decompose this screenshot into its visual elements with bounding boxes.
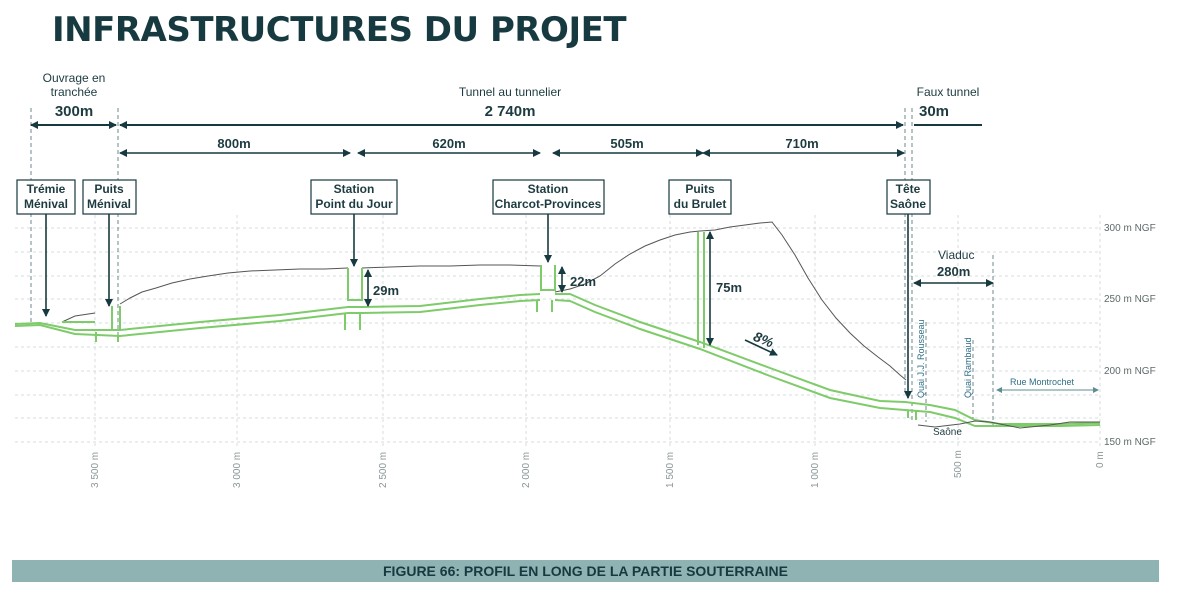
- distance-label-1000: 1 000 m: [810, 452, 821, 488]
- station-label-line1: Station: [528, 182, 569, 196]
- section-tranchee-label: Ouvrage en: [43, 71, 106, 85]
- depth-point-du-jour: 29m: [373, 283, 399, 298]
- section-tranchee-label-2: tranchée: [51, 85, 98, 99]
- section-faux-tunnel-label: Faux tunnel: [917, 85, 980, 99]
- station-box-tete-saone: Tête Saône: [886, 179, 931, 215]
- station-box-point-du-jour: Station Point du Jour: [310, 179, 398, 215]
- elevation-label-300: 300 m NGF: [1104, 223, 1156, 234]
- depth-brulet: 75m: [716, 280, 742, 295]
- station-label-line2: Ménival: [24, 197, 68, 211]
- section-faux-tunnel-length: 30m: [919, 103, 949, 120]
- station-label-line1: Station: [334, 182, 375, 196]
- viaduc-label: Viaduc: [938, 248, 974, 262]
- segment-length-1: 800m: [217, 136, 250, 151]
- section-tunnel-length: 2 740m: [485, 103, 536, 120]
- figure-caption: FIGURE 66: PROFIL EN LONG DE LA PARTIE S…: [12, 560, 1159, 582]
- distance-label-2500: 2 500 m: [378, 452, 389, 488]
- distance-label-3500: 3 500 m: [90, 452, 101, 488]
- elevation-label-200: 200 m NGF: [1104, 366, 1156, 377]
- distance-label-0: 0 m: [1095, 451, 1106, 468]
- elevation-label-250: 250 m NGF: [1104, 294, 1156, 305]
- segment-length-2: 620m: [432, 136, 465, 151]
- distance-label-1500: 1 500 m: [665, 452, 676, 488]
- viaduc-length: 280m: [937, 264, 970, 279]
- station-pointers: [42, 214, 912, 399]
- segment-length-4: 710m: [785, 136, 818, 151]
- quai-rambaud-label: Quai Rambaud: [963, 337, 973, 398]
- station-label-line2: Charcot-Provinces: [495, 197, 602, 211]
- elevation-label-150: 150 m NGF: [1104, 437, 1156, 448]
- station-label-line1: Puits: [94, 182, 124, 196]
- station-label-line1: Trémie: [27, 182, 66, 196]
- station-label-line1: Tête: [896, 182, 921, 196]
- station-label-line2: Ménival: [87, 197, 131, 211]
- station-label-line2: du Brulet: [674, 197, 727, 211]
- terrain-line-west: [61, 312, 96, 323]
- station-box-tremie-menival: Trémie Ménival: [16, 179, 76, 215]
- saone-label: Saône: [933, 427, 962, 438]
- distance-label-2000: 2 000 m: [521, 452, 532, 488]
- rue-montrochet-label: Rue Montrochet: [1010, 377, 1075, 387]
- distance-label-3000: 3 000 m: [232, 452, 243, 488]
- segment-length-3: 505m: [610, 136, 643, 151]
- grid: [15, 215, 1101, 448]
- page-title: INFRASTRUCTURES DU PROJET: [52, 10, 627, 50]
- station-box-puits-du-brulet: Puits du Brulet: [668, 179, 732, 215]
- section-tranchee-length: 300m: [55, 103, 93, 120]
- depth-charcot: 22m: [570, 274, 596, 289]
- station-label-line2: Saône: [890, 197, 926, 211]
- terrain-line: [119, 221, 907, 381]
- section-tunnel-label: Tunnel au tunnelier: [459, 85, 561, 99]
- station-box-puits-menival: Puits Ménival: [82, 179, 137, 215]
- station-box-charcot-provinces: Station Charcot-Provinces: [492, 179, 605, 215]
- station-label-line2: Point du Jour: [315, 197, 393, 211]
- quai-rousseau-label: Quai J.J. Rousseau: [916, 319, 926, 398]
- distance-label-500: 500 m: [953, 450, 964, 478]
- slope-label: 8%: [751, 328, 776, 351]
- station-label-line1: Puits: [685, 182, 715, 196]
- river-bed: [917, 420, 1100, 429]
